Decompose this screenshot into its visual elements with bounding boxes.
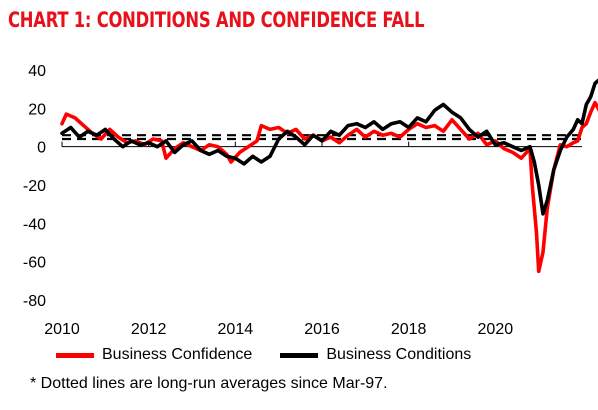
legend-item-business-conditions: Business Conditions bbox=[280, 346, 471, 364]
x-tick-label: 2018 bbox=[391, 321, 427, 338]
chart-axes: 40 20 0 -20 -40 -60 -80 2010 2012 2014 2016 2018 202… bbox=[23, 63, 582, 338]
y-tick-label: -20 bbox=[23, 178, 46, 195]
series-line-business-confidence bbox=[60, 100, 598, 274]
y-tick-label: -40 bbox=[23, 216, 46, 233]
y-tick-label: 0 bbox=[37, 140, 46, 157]
legend-swatch-business-conditions bbox=[280, 352, 319, 358]
x-tick-label: 2010 bbox=[44, 321, 80, 338]
series-line-business-conditions bbox=[60, 78, 598, 216]
y-tick-label: 40 bbox=[28, 63, 46, 80]
legend-swatch-business-confidence bbox=[56, 352, 94, 358]
x-tick-label: 2012 bbox=[131, 321, 167, 338]
legend-item-business-confidence: Business Confidence bbox=[56, 346, 252, 364]
footnote: * Dotted lines are long-run averages sin… bbox=[30, 375, 388, 392]
y-tick-label: -60 bbox=[23, 255, 46, 272]
x-tick-label: 2020 bbox=[478, 321, 514, 338]
y-tick-label: -80 bbox=[23, 293, 46, 310]
chart-title: CHART 1: CONDITIONS AND CONFIDENCE FALL bbox=[8, 8, 425, 32]
x-tick-label: 2014 bbox=[218, 321, 254, 338]
x-tick-label: 2016 bbox=[304, 321, 340, 338]
chart-series-layer bbox=[60, 78, 598, 274]
legend-label-business-confidence: Business Confidence bbox=[102, 346, 253, 363]
chart-legend: Business Confidence Business Conditions bbox=[56, 346, 499, 364]
legend-label-business-conditions: Business Conditions bbox=[326, 346, 472, 363]
y-tick-label: 20 bbox=[28, 101, 46, 118]
